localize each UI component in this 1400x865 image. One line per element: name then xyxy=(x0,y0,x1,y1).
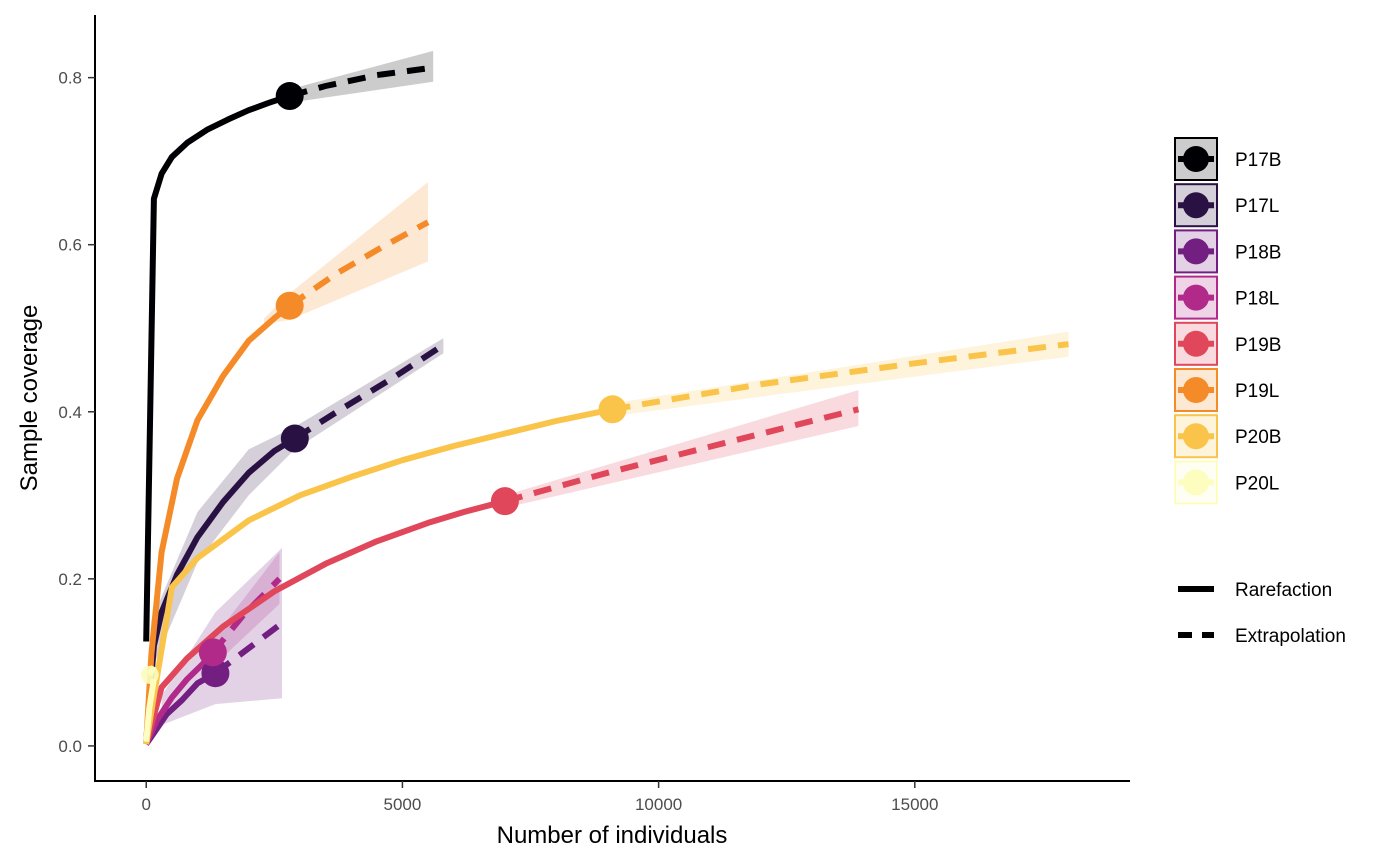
legend-key-point xyxy=(1183,146,1209,172)
x-axis-title: Number of individuals xyxy=(497,822,728,849)
axes: 0 5000 10000 15000 0.0 0.2 0.4 0.6 0.8 Number o… xyxy=(16,15,1130,849)
legend-label: P20L xyxy=(1235,473,1279,494)
x-tick-label: 0 xyxy=(142,795,151,814)
legend-item-p19l: P19L xyxy=(1174,368,1279,412)
legend-key-point xyxy=(1183,330,1209,357)
rarefaction-line-p17b xyxy=(143,93,291,642)
y-tick-label: 0.2 xyxy=(58,570,82,589)
extrapolation-line-p19b xyxy=(504,406,860,505)
legend-label: P18L xyxy=(1235,289,1279,310)
y-tick-label: 0.0 xyxy=(58,737,82,756)
observed-point-p18l xyxy=(198,638,227,667)
band-p19b xyxy=(504,390,859,508)
legend-item-p20l: P20L xyxy=(1174,460,1279,505)
x-tick-label: 10000 xyxy=(635,795,682,814)
legend-label: P20B xyxy=(1235,427,1281,448)
legend-item-p19b: P19B xyxy=(1174,321,1281,366)
band-p20b xyxy=(612,331,1069,416)
legend-item-p18b: P18B xyxy=(1174,229,1281,274)
legend-label: P17B xyxy=(1235,150,1281,171)
legend-item-p17l: P17L xyxy=(1174,183,1279,228)
observed-point-p18b xyxy=(201,659,230,688)
y-tick-label: 0.8 xyxy=(58,69,82,88)
band-p18b xyxy=(161,547,282,725)
confidence-bands xyxy=(146,50,1069,725)
extrapolation-line-p17b xyxy=(288,64,434,99)
rarefaction-line-p19l xyxy=(143,303,292,744)
band-p17l xyxy=(151,338,444,671)
legend-key-point xyxy=(1183,377,1209,403)
x-ticks: 0 5000 10000 15000 xyxy=(142,781,938,814)
y-axis-title: Sample coverage xyxy=(16,305,43,492)
legend-label: P19L xyxy=(1235,381,1279,402)
extrapolation-line-p18l xyxy=(210,576,282,655)
legend-label: Rarefaction xyxy=(1235,580,1332,601)
observed-point-p19b xyxy=(490,487,519,516)
legend-key-point xyxy=(1183,192,1209,219)
x-tick-label: 15000 xyxy=(891,795,938,814)
observed-point-p19l xyxy=(275,291,304,320)
y-tick-label: 0.4 xyxy=(58,403,82,422)
observed-point-p20b xyxy=(598,395,627,424)
observed-point-p20l xyxy=(140,665,159,684)
legend-label: P19B xyxy=(1235,335,1281,356)
band-p19l xyxy=(264,182,428,325)
rarefaction-line-p19b xyxy=(143,498,506,745)
legend-key-point xyxy=(1183,284,1209,311)
legend: P17B P17L P18B P18L P19B P19L P20B P20L Rarefact… xyxy=(1174,137,1346,647)
legend-key-point xyxy=(1183,423,1209,450)
legend-item-p20b: P20B xyxy=(1174,414,1281,459)
legend-label: P17L xyxy=(1235,196,1279,217)
y-tick-label: 0.6 xyxy=(58,236,82,255)
rarefaction-line-p20b xyxy=(143,406,614,745)
legend-key-point xyxy=(1183,238,1209,265)
legend-item-extrapolation: Extrapolation xyxy=(1178,626,1346,647)
legend-item-rarefaction: Rarefaction xyxy=(1178,580,1332,601)
legend-item-p17b: P17B xyxy=(1174,137,1281,181)
legend-label: P18B xyxy=(1235,242,1281,263)
observed-point-p17b xyxy=(275,82,304,111)
extrapolation-line-p20b xyxy=(612,341,1069,413)
observed-points xyxy=(140,82,627,688)
legend-label: Extrapolation xyxy=(1235,626,1346,647)
legend-item-p18l: P18L xyxy=(1174,275,1279,320)
x-tick-label: 5000 xyxy=(384,795,422,814)
extrapolation-line-p19l xyxy=(288,219,430,309)
rarefaction-line-p20l xyxy=(143,678,157,742)
legend-key-point xyxy=(1183,469,1209,496)
observed-point-p17l xyxy=(280,424,309,453)
rarefaction-line-p17l xyxy=(143,435,297,742)
series-lines xyxy=(143,64,1069,746)
y-ticks: 0.0 0.2 0.4 0.6 0.8 xyxy=(58,69,95,756)
